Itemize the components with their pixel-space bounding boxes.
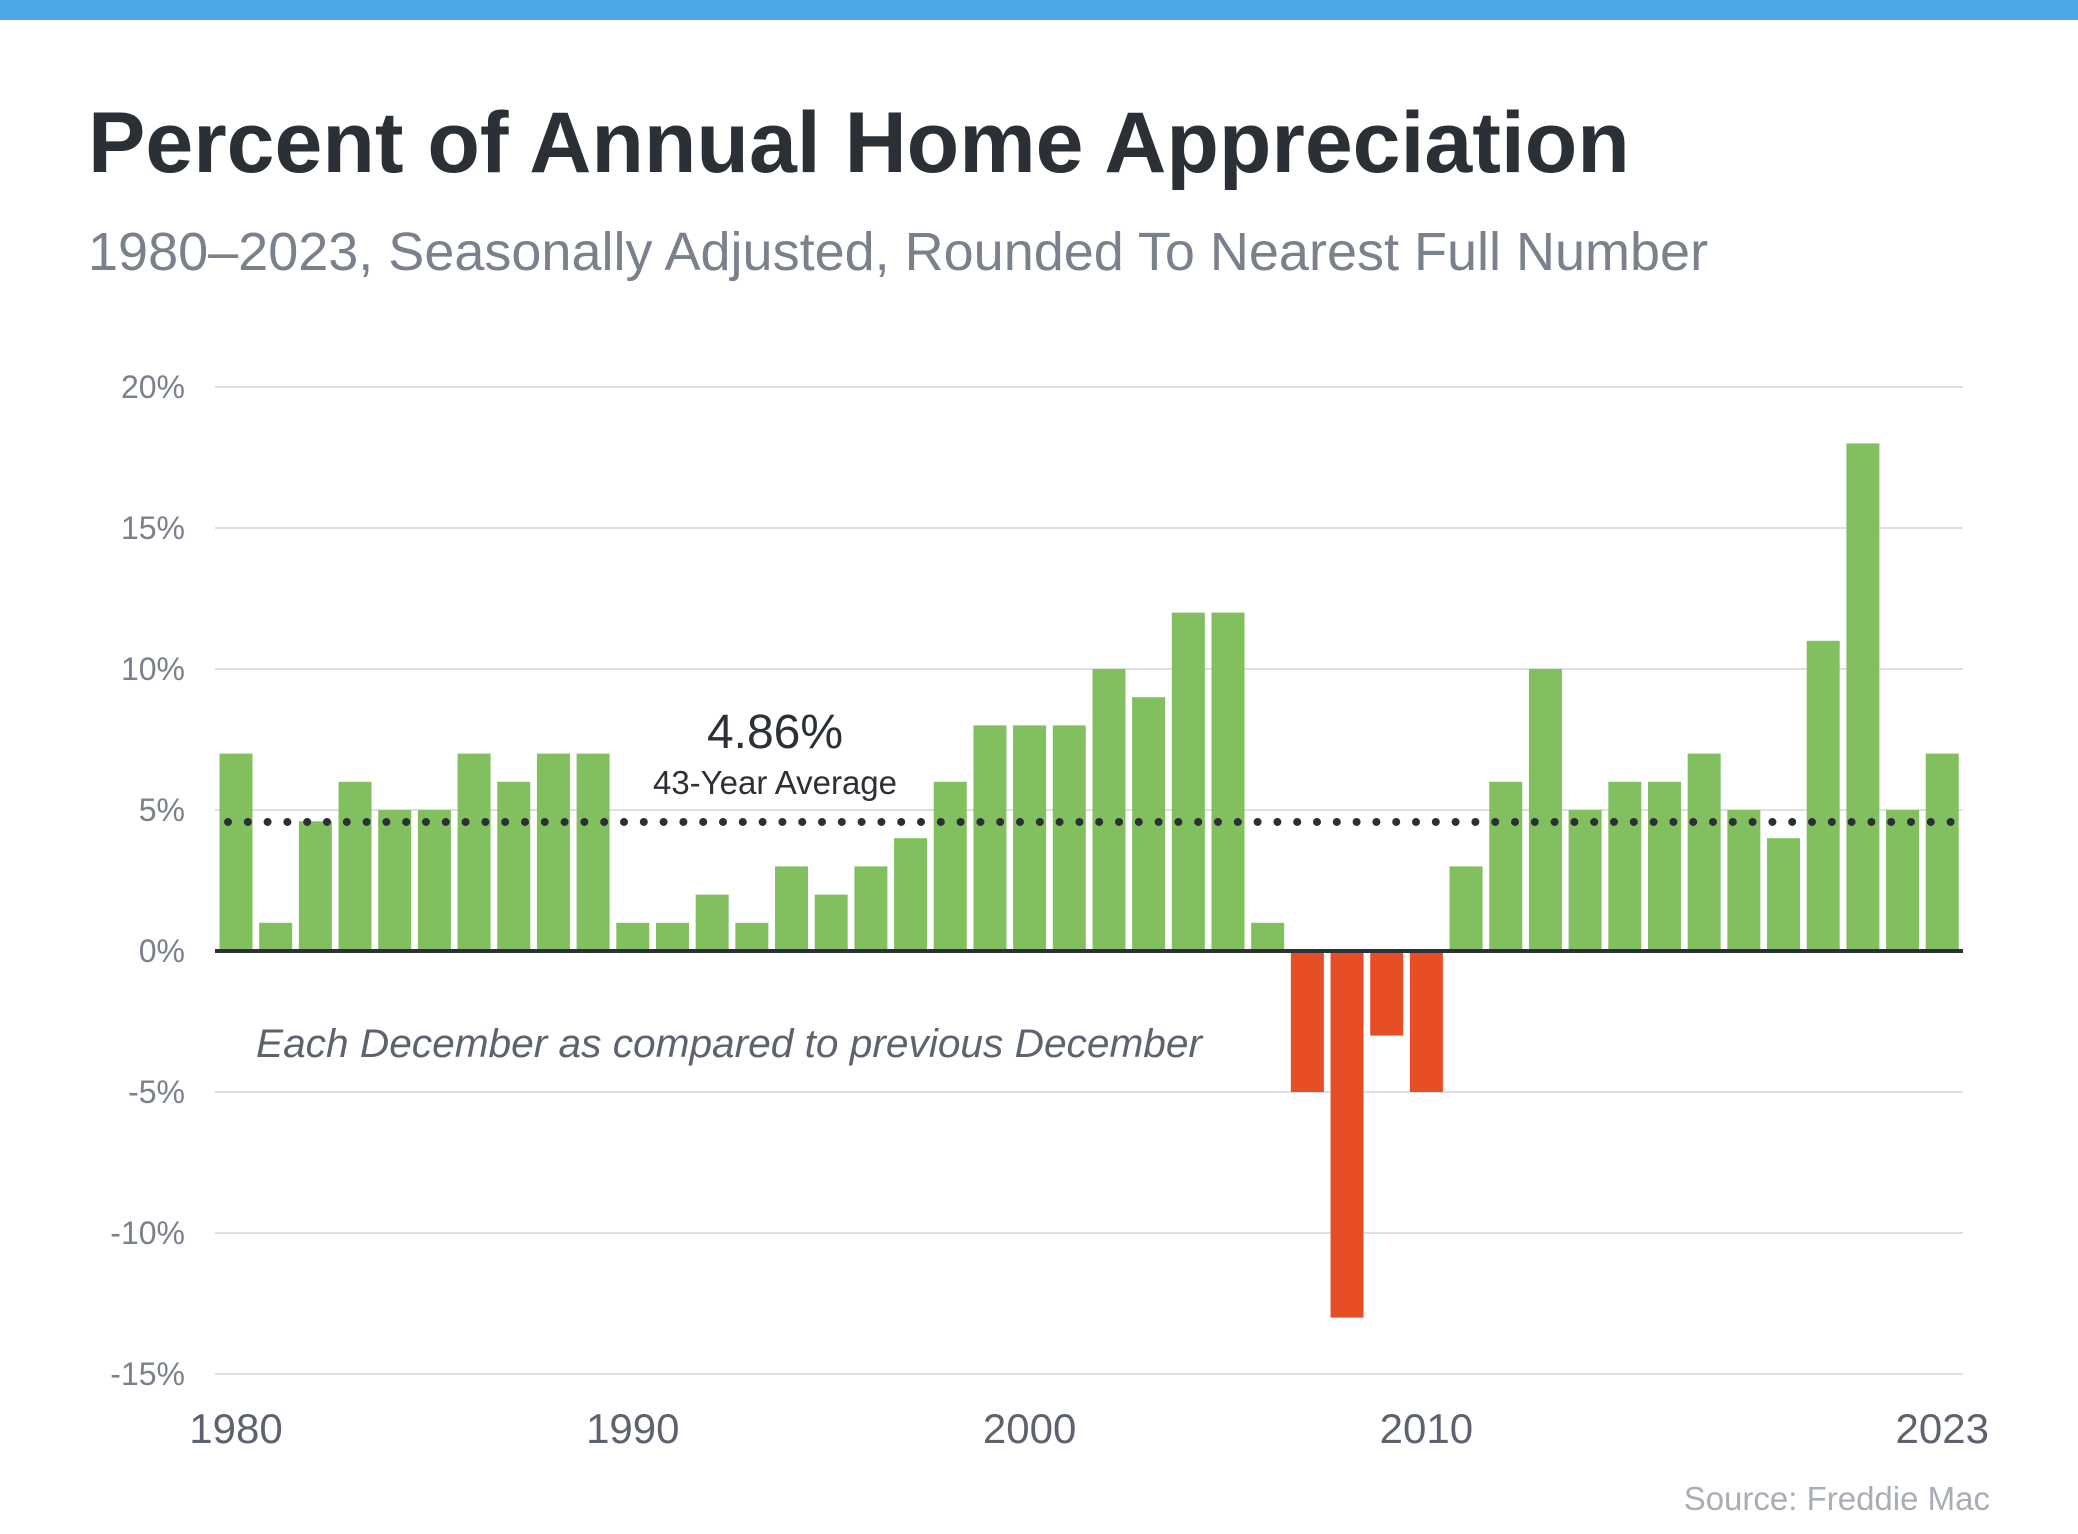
bar-2006	[1251, 922, 1285, 951]
y-tick-label: 0%	[139, 933, 185, 969]
bar-1999	[973, 725, 1007, 951]
average-label: 43-Year Average	[653, 764, 897, 801]
y-tick-label: 10%	[121, 651, 185, 687]
bar-1997	[894, 838, 928, 951]
average-value-label: 4.86%	[707, 706, 843, 759]
y-tick-label: 20%	[121, 369, 185, 405]
y-tick-label: -5%	[128, 1074, 185, 1110]
bar-2013	[1528, 669, 1562, 951]
bar-2002	[1092, 669, 1126, 951]
bar-2001	[1052, 725, 1086, 951]
y-tick-label: -10%	[110, 1215, 185, 1251]
bar-2022	[1886, 810, 1920, 951]
bar-2010	[1409, 951, 1443, 1092]
bar-1996	[854, 866, 888, 951]
bar-1980	[219, 753, 253, 951]
bar-2011	[1449, 866, 1483, 951]
header-bar	[0, 0, 2078, 20]
bar-1986	[457, 753, 491, 951]
bar-2007	[1290, 951, 1324, 1092]
bar-2004	[1171, 612, 1205, 951]
chart-subtitle: 1980–2023, Seasonally Adjusted, Rounded …	[88, 222, 1708, 282]
bar-2017	[1687, 753, 1721, 951]
bar-1984	[378, 810, 412, 951]
bar-1983	[338, 781, 372, 951]
chart-title: Percent of Annual Home Appreciation	[88, 95, 1630, 191]
bar-2009	[1370, 951, 1404, 1036]
bar-2008	[1330, 951, 1364, 1318]
y-tick-label: 5%	[139, 792, 185, 828]
bar-2018	[1727, 810, 1761, 951]
bar-1995	[814, 894, 848, 951]
annotation: Each December as compared to previous De…	[256, 1022, 1204, 1066]
bar-2012	[1489, 781, 1523, 951]
bar-2016	[1647, 781, 1681, 951]
bar-1998	[933, 781, 967, 951]
bar-2020	[1806, 640, 1840, 951]
bar-2015	[1608, 781, 1642, 951]
bar-2005	[1211, 612, 1245, 951]
x-tick-label: 1990	[586, 1405, 679, 1452]
x-tick-label: 2023	[1896, 1405, 1989, 1452]
bar-2023	[1925, 753, 1959, 951]
bar-2019	[1767, 838, 1801, 951]
source-label: Source: Freddie Mac	[1684, 1480, 1990, 1517]
bar-1989	[576, 753, 610, 951]
bar-1987	[497, 781, 531, 951]
x-tick-label: 1980	[189, 1405, 282, 1452]
bar-1982	[298, 821, 332, 951]
y-tick-label: -15%	[110, 1356, 185, 1392]
x-tick-label: 2000	[983, 1405, 1076, 1452]
y-axis: 20% 15% 10% 5% 0% -5% -10% -15%	[110, 369, 185, 1392]
x-tick-label: 2010	[1380, 1405, 1473, 1452]
bar-2000	[1013, 725, 1047, 951]
bar-1981	[259, 922, 293, 951]
y-tick-label: 15%	[121, 510, 185, 546]
bar-1990	[616, 922, 650, 951]
bar-1985	[417, 810, 451, 951]
bars	[219, 443, 1959, 1318]
bar-1991	[655, 922, 689, 951]
bar-1994	[775, 866, 809, 951]
bar-2014	[1568, 810, 1602, 951]
bar-2021	[1846, 443, 1880, 951]
bar-1992	[695, 894, 729, 951]
x-axis: 1980 1990 2000 2010 2023	[189, 1405, 1989, 1452]
bar-1993	[735, 922, 769, 951]
bar-1988	[536, 753, 570, 951]
